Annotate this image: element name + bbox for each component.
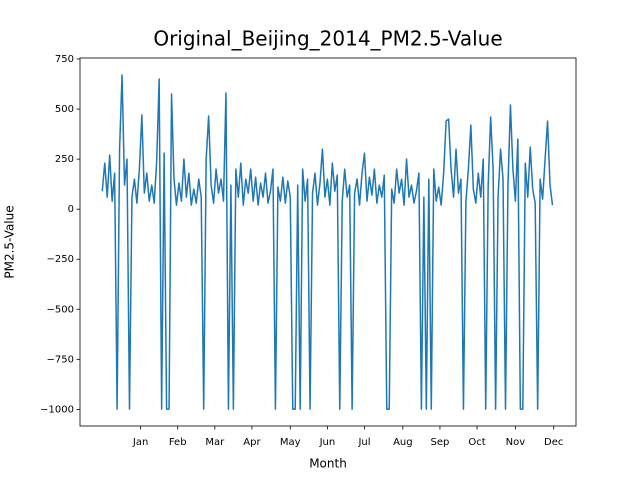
x-tick-label: Nov [506, 437, 526, 448]
y-tick-label: −500 [47, 304, 74, 315]
x-tick-label: Sep [431, 437, 450, 448]
x-tick-label: Aug [393, 437, 413, 448]
plot-frame [79, 57, 577, 427]
y-tick-label: −1000 [40, 404, 74, 415]
x-tick-label: May [280, 437, 301, 448]
x-tick-label: Mar [205, 437, 225, 448]
x-tick-label: Jan [132, 437, 148, 448]
chart-title: Original_Beijing_2014_PM2.5-Value [153, 27, 502, 51]
x-tick-label: Dec [544, 437, 563, 448]
x-tick-label: Jul [357, 437, 370, 448]
y-tick-label: 250 [55, 154, 74, 165]
y-tick-label: 0 [68, 204, 74, 215]
y-tick-label: 500 [55, 104, 74, 115]
y-tick-label: −250 [47, 254, 74, 265]
x-axis-label: Month [309, 457, 347, 471]
x-tick-label: Oct [468, 437, 485, 448]
y-tick-label: −750 [47, 354, 74, 365]
x-tick-label: Apr [243, 437, 261, 448]
data-line [101, 74, 554, 410]
x-tick-label: Jun [319, 437, 336, 448]
y-tick-label: 750 [55, 54, 74, 65]
y-axis-label: PM2.5-Value [3, 205, 17, 278]
x-tick-label: Feb [169, 437, 187, 448]
